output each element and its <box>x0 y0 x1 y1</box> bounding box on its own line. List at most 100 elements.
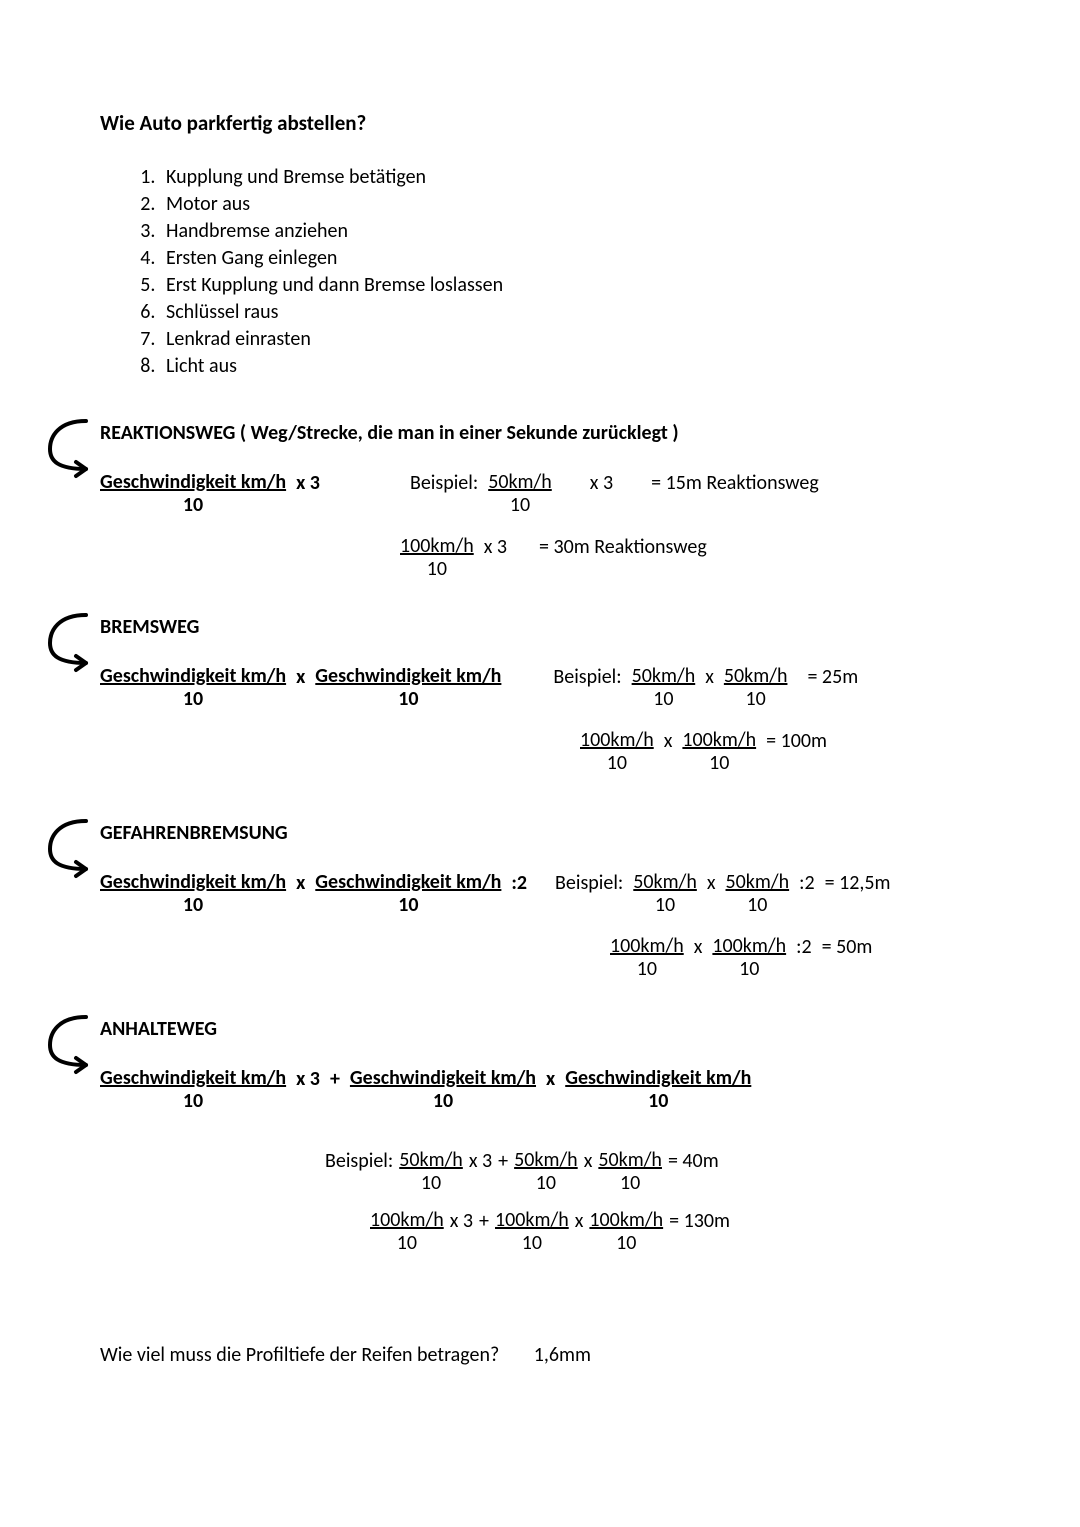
fraction-numerator: 100km/h <box>370 1209 444 1232</box>
list-item: Kupplung und Bremse betätigen <box>160 164 980 190</box>
answer-text: 1,6mm <box>534 1343 591 1367</box>
operator: x <box>296 871 305 895</box>
section-heading: GEFAHRENBREMSUNG <box>100 821 980 845</box>
fraction-denominator: 10 <box>183 1090 203 1113</box>
operator: + <box>330 1067 340 1091</box>
fraction-denominator: 10 <box>183 894 203 917</box>
fraction-numerator: 100km/h <box>712 935 786 958</box>
operator: x 3 <box>296 471 320 495</box>
fraction-denominator: 10 <box>616 1232 636 1255</box>
list-item: Lenkrad einrasten <box>160 326 980 352</box>
fraction-numerator: 50km/h <box>726 871 790 894</box>
fraction-numerator: 50km/h <box>598 1149 662 1172</box>
fraction-denominator: 10 <box>183 494 203 517</box>
result: = 12,5m <box>825 871 891 895</box>
section-heading: BREMSWEG <box>100 615 980 639</box>
fraction-numerator: Geschwindigkeit km/h <box>315 871 501 894</box>
example-label: Beispiel: <box>553 665 621 689</box>
fraction-numerator: Geschwindigkeit km/h <box>100 871 286 894</box>
operator: x <box>584 1149 593 1173</box>
operator: x <box>707 871 716 895</box>
section-anhalteweg: ANHALTEWEG Geschwindigkeit km/h 10 x 3 +… <box>100 1017 980 1255</box>
curved-arrow-icon <box>40 609 98 687</box>
fraction-denominator: 10 <box>648 1090 668 1113</box>
operator: x 3 <box>484 535 507 559</box>
list-item: Handbremse anziehen <box>160 218 980 244</box>
fraction-denominator: 10 <box>637 958 657 981</box>
curved-arrow-icon <box>40 415 98 493</box>
example-label: Beispiel: <box>325 1149 393 1173</box>
fraction-denominator: 10 <box>746 688 766 711</box>
fraction-denominator: 10 <box>709 752 729 775</box>
operator: x 3 <box>469 1149 492 1173</box>
fraction-denominator: 10 <box>183 688 203 711</box>
fraction-numerator: Geschwindigkeit km/h <box>100 1067 286 1090</box>
fraction-denominator: 10 <box>653 688 673 711</box>
fraction-denominator: 10 <box>536 1172 556 1195</box>
operator: x <box>705 665 714 689</box>
result: = 50m <box>822 935 873 959</box>
result: = 100m <box>766 729 827 753</box>
fraction-numerator: 100km/h <box>589 1209 663 1232</box>
list-item: Erst Kupplung und dann Bremse loslassen <box>160 272 980 298</box>
fraction-denominator: 10 <box>607 752 627 775</box>
list-item: Schlüssel raus <box>160 299 980 325</box>
fraction-numerator: 50km/h <box>399 1149 463 1172</box>
fraction-numerator: 100km/h <box>610 935 684 958</box>
fraction-numerator: 100km/h <box>682 729 756 752</box>
document-page: Wie Auto parkfertig abstellen? Kupplung … <box>0 0 1080 1527</box>
fraction-numerator: 50km/h <box>724 665 788 688</box>
section-gefahrenbremsung: GEFAHRENBREMSUNG Geschwindigkeit km/h 10… <box>100 821 980 981</box>
result: = 40m <box>668 1149 719 1173</box>
operator: x 3 <box>590 471 613 495</box>
formula-term: Geschwindigkeit km/h 10 x 3 <box>100 471 320 517</box>
result: = 15m Reaktionsweg <box>651 471 819 495</box>
fraction-numerator: Geschwindigkeit km/h <box>100 471 286 494</box>
result: = 30m Reaktionsweg <box>539 535 707 559</box>
fraction-numerator: 50km/h <box>514 1149 578 1172</box>
formula-term: Geschwindigkeit km/h 10 x Geschwindigkei… <box>100 871 527 917</box>
list-item: Ersten Gang einlegen <box>160 245 980 271</box>
operator: x 3 <box>296 1067 320 1091</box>
result: = 25m <box>807 665 858 689</box>
fraction-numerator: Geschwindigkeit km/h <box>350 1067 536 1090</box>
example-label: Beispiel: <box>555 871 623 895</box>
fraction-denominator: 10 <box>433 1090 453 1113</box>
suffix: :2 <box>799 871 815 895</box>
operator: + <box>498 1149 508 1173</box>
suffix: :2 <box>511 871 527 895</box>
example: Beispiel: 50km/h 10 x 3 = 15m Reaktionsw… <box>410 471 819 517</box>
list-item: Licht aus <box>160 353 980 379</box>
bottom-question: Wie viel muss die Profiltiefe der Reifen… <box>100 1343 591 1367</box>
example: 100km/h 10 x 3 = 30m Reaktionsweg <box>400 535 980 581</box>
fraction-denominator: 10 <box>522 1232 542 1255</box>
formula-row: Geschwindigkeit km/h 10 x 3 + Geschwindi… <box>100 1067 980 1113</box>
fraction-numerator: 100km/h <box>580 729 654 752</box>
fraction-denominator: 10 <box>397 1232 417 1255</box>
curved-arrow-icon <box>40 1011 98 1089</box>
curved-arrow-icon <box>40 815 98 893</box>
formula-row: Geschwindigkeit km/h 10 x Geschwindigkei… <box>100 665 980 711</box>
operator: x <box>575 1209 584 1233</box>
example-label: Beispiel: <box>410 471 478 495</box>
example: Beispiel: 50km/h 10 x 3 + 50km/h 10 x 50… <box>325 1149 980 1195</box>
fraction-denominator: 10 <box>398 688 418 711</box>
fraction-denominator: 10 <box>620 1172 640 1195</box>
fraction-denominator: 10 <box>427 558 447 581</box>
operator: x <box>546 1067 555 1091</box>
result: = 130m <box>669 1209 730 1233</box>
example: Beispiel: 50km/h 10 x 50km/h 10 = 25m <box>553 665 858 711</box>
operator: x 3 <box>450 1209 473 1233</box>
section-reaktionsweg: REAKTIONSWEG ( Weg/Strecke, die man in e… <box>100 421 980 581</box>
question-text: Wie viel muss die Profiltiefe der Reifen… <box>100 1343 499 1367</box>
example: Beispiel: 50km/h 10 x 50km/h 10 :2 = 12,… <box>555 871 890 917</box>
example: 100km/h 10 x 100km/h 10 = 100m <box>580 729 980 775</box>
page-title: Wie Auto parkfertig abstellen? <box>100 110 980 136</box>
operator: x <box>694 935 703 959</box>
fraction-numerator: 50km/h <box>633 871 697 894</box>
fraction-denominator: 10 <box>510 494 530 517</box>
fraction-denominator: 10 <box>655 894 675 917</box>
formula-term: Geschwindigkeit km/h 10 x Geschwindigkei… <box>100 665 501 711</box>
example: 100km/h 10 x 100km/h 10 :2 = 50m <box>610 935 980 981</box>
fraction-numerator: 50km/h <box>488 471 552 494</box>
